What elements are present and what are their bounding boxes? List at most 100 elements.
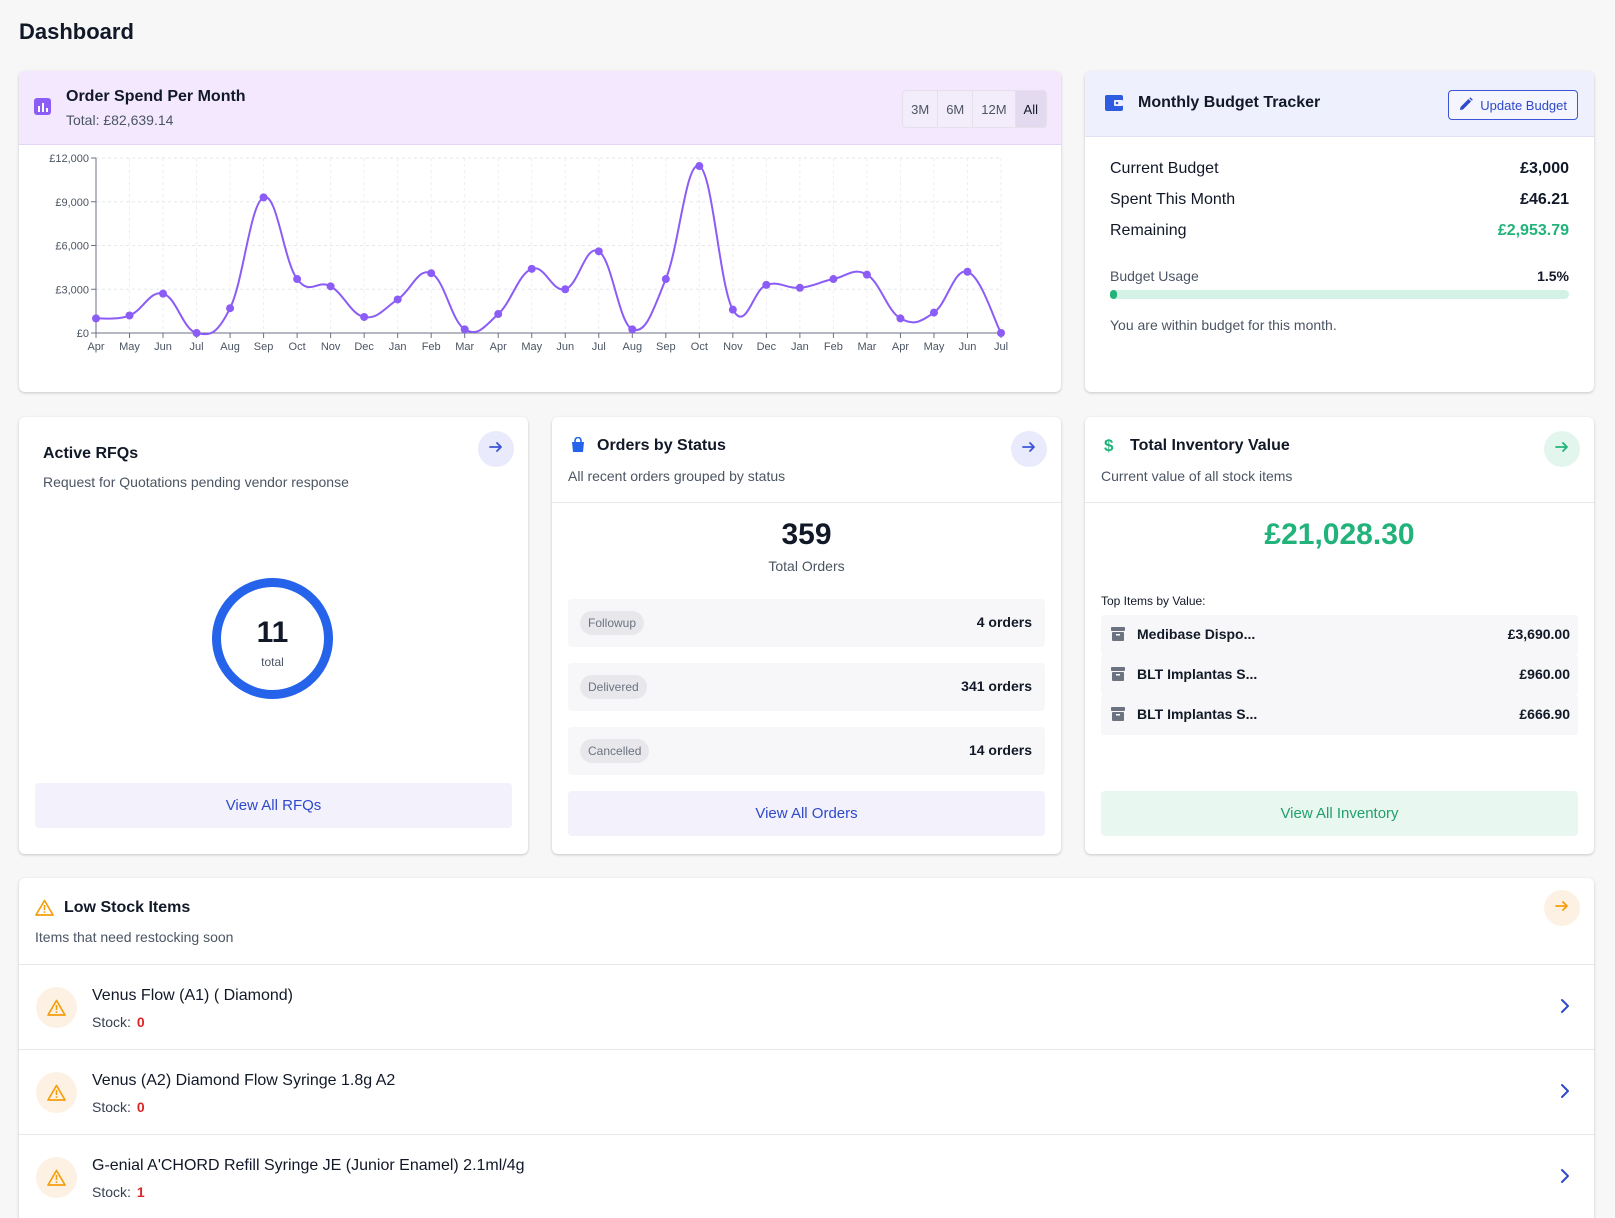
x-tick-label: Jul	[592, 341, 606, 353]
x-tick-label: Jan	[389, 341, 407, 353]
low-stock-title: Low Stock Items	[64, 899, 191, 916]
data-point	[896, 314, 905, 323]
x-tick-label: Jul	[190, 341, 204, 353]
range-tab-12m[interactable]: 12M	[973, 91, 1016, 127]
rfq-subtitle: Request for Quotations pending vendor re…	[43, 474, 349, 490]
warning-icon	[36, 1072, 77, 1113]
budget-row-current: Current Budget £3,000	[1110, 160, 1569, 178]
rfq-arrow-button[interactable]	[478, 431, 514, 467]
update-budget-button[interactable]: Update Budget	[1448, 90, 1578, 120]
inventory-item[interactable]: BLT Implantas S... £666.90	[1101, 695, 1578, 735]
update-budget-label: Update Budget	[1480, 97, 1567, 113]
y-tick-label: £0	[77, 328, 89, 340]
inventory-item-name: BLT Implantas S...	[1137, 706, 1258, 722]
budget-usage-fill	[1110, 290, 1117, 299]
order-spend-total: Total: £82,639.14	[66, 112, 174, 128]
wallet-icon	[1105, 95, 1123, 116]
inventory-title: Total Inventory Value	[1130, 437, 1290, 454]
dollar-icon: $	[1104, 436, 1114, 455]
budget-row-label: Current Budget	[1110, 160, 1219, 177]
chevron-right-icon	[1560, 1083, 1570, 1104]
budget-row-spent: Spent This Month £46.21	[1110, 191, 1569, 209]
order-spend-card: Order Spend Per Month Total: £82,639.14 …	[19, 71, 1061, 392]
view-all-orders-button[interactable]: View All Orders	[568, 791, 1045, 836]
range-tab-6m[interactable]: 6M	[938, 91, 974, 127]
data-point	[92, 314, 100, 323]
low-stock-item-name: Venus Flow (A1) ( Diamond)	[92, 987, 293, 1004]
data-point	[360, 312, 369, 321]
arrow-right-icon	[1021, 439, 1037, 460]
data-point	[192, 329, 201, 337]
budget-note: You are within budget for this month.	[1110, 317, 1337, 333]
x-tick-label: Apr	[892, 341, 909, 353]
x-tick-label: Oct	[691, 341, 708, 353]
status-chip: Followup	[580, 611, 645, 635]
archive-icon	[1110, 666, 1126, 687]
inventory-item[interactable]: Medibase Dispo... £3,690.00	[1101, 615, 1578, 655]
orders-card: Orders by Status All recent orders group…	[552, 417, 1061, 854]
low-stock-row[interactable]: Venus (A2) Diamond Flow Syringe 1.8g A2 …	[19, 1049, 1594, 1134]
data-point	[963, 267, 972, 276]
order-spend-title: Order Spend Per Month	[66, 88, 246, 105]
budget-usage-pct: 1.5%	[1537, 268, 1569, 284]
low-stock-item-stock: Stock: 0	[92, 1014, 145, 1030]
y-tick-label: £9,000	[55, 197, 89, 209]
inventory-item[interactable]: BLT Implantas S... £960.00	[1101, 655, 1578, 695]
inventory-item-name: BLT Implantas S...	[1137, 666, 1258, 682]
status-chip: Delivered	[580, 675, 647, 699]
archive-icon	[1110, 706, 1126, 727]
low-stock-row[interactable]: Venus Flow (A1) ( Diamond) Stock: 0	[19, 964, 1594, 1049]
bar-chart-icon	[34, 98, 51, 115]
status-row-followup[interactable]: Followup 4 orders	[568, 599, 1045, 647]
low-stock-item-stock: Stock: 1	[92, 1184, 145, 1200]
data-point	[494, 310, 503, 319]
low-stock-subtitle: Items that need restocking soon	[35, 929, 234, 945]
x-tick-label: Dec	[757, 341, 777, 353]
status-count: 4 orders	[976, 614, 1032, 630]
stock-label: Stock:	[92, 1099, 131, 1115]
budget-row-value: £2,953.79	[1497, 222, 1569, 239]
range-tab-3m[interactable]: 3M	[903, 91, 939, 127]
view-all-inventory-button[interactable]: View All Inventory	[1101, 791, 1578, 836]
budget-row-value: £46.21	[1520, 191, 1569, 208]
low-stock-item-name: G-enial A'CHORD Refill Syringe JE (Junio…	[92, 1157, 525, 1174]
data-point	[628, 325, 637, 334]
budget-usage-label: Budget Usage	[1110, 268, 1199, 284]
inventory-arrow-button[interactable]	[1544, 431, 1580, 467]
x-tick-label: May	[924, 341, 945, 353]
orders-total-label: Total Orders	[768, 558, 845, 574]
inventory-item-price: £666.90	[1519, 706, 1570, 722]
orders-title: Orders by Status	[597, 437, 726, 454]
rfq-ring: 11 total	[212, 578, 333, 699]
order-spend-chart: £0 £3,000 £6,000 £9,000 £12,000 Apr May Jun Jul A…	[49, 153, 1008, 353]
x-tick-label: May	[521, 341, 542, 353]
stock-label: Stock:	[92, 1184, 131, 1200]
status-row-delivered[interactable]: Delivered 341 orders	[568, 663, 1045, 711]
stock-value: 0	[136, 1099, 145, 1115]
data-point	[259, 193, 268, 202]
inventory-item-price: £960.00	[1519, 666, 1570, 682]
budget-usage-bar	[1110, 290, 1569, 299]
data-point	[695, 162, 704, 171]
low-stock-row[interactable]: G-enial A'CHORD Refill Syringe JE (Junio…	[19, 1134, 1594, 1218]
orders-arrow-button[interactable]	[1011, 431, 1047, 467]
low-stock-arrow-button[interactable]	[1544, 890, 1580, 926]
view-all-rfqs-button[interactable]: View All RFQs	[35, 783, 512, 828]
x-tick-label: May	[119, 341, 140, 353]
x-tick-label: Apr	[490, 341, 507, 353]
data-point	[728, 305, 737, 314]
warning-icon	[36, 1157, 77, 1198]
stock-value: 1	[136, 1184, 145, 1200]
x-tick-label: Feb	[824, 341, 843, 353]
rfq-count-label: total	[261, 655, 284, 669]
range-tab-all[interactable]: All	[1015, 91, 1046, 127]
budget-row-label: Remaining	[1110, 222, 1187, 239]
budget-row-value: £3,000	[1520, 160, 1569, 177]
page-title: Dashboard	[19, 19, 134, 44]
top-items-label: Top Items by Value:	[1101, 594, 1206, 608]
data-point	[326, 282, 335, 291]
x-tick-label: Dec	[354, 341, 374, 353]
status-row-cancelled[interactable]: Cancelled 14 orders	[568, 727, 1045, 775]
data-point	[862, 270, 871, 279]
budget-card: Monthly Budget Tracker Update Budget Cur…	[1085, 71, 1594, 392]
